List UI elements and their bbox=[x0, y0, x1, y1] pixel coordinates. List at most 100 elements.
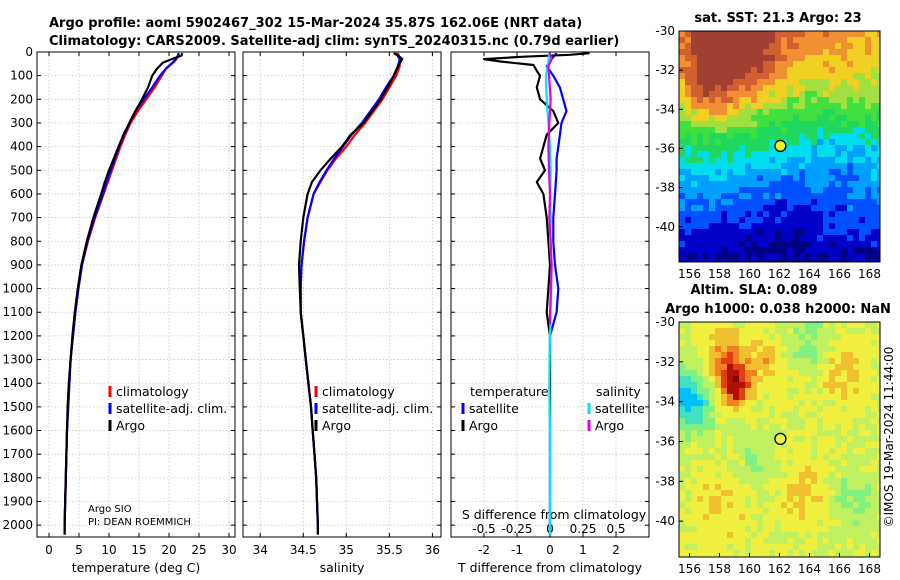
map-ytick-label: -32 bbox=[655, 63, 675, 77]
map-xtick-label: 160 bbox=[738, 267, 761, 281]
xtick-label: 35 bbox=[339, 543, 354, 557]
ytick-label: 900 bbox=[10, 258, 33, 272]
xtick2-label: -0.25 bbox=[501, 522, 532, 536]
xtick-label: 10 bbox=[101, 543, 116, 557]
ytick-label: 100 bbox=[10, 69, 33, 83]
ytick-label: 200 bbox=[10, 92, 33, 106]
legend-label: Argo bbox=[322, 418, 351, 433]
imos-timestamp: ©IMOS 19-Mar-2024 11:44:00 bbox=[882, 347, 896, 528]
legend-label: satellite-adj. clim. bbox=[322, 401, 433, 416]
legend-label: satellite-adj. clim. bbox=[116, 401, 227, 416]
xtick-label: -2 bbox=[478, 543, 490, 557]
ytick-label: 500 bbox=[10, 163, 33, 177]
xtick-label: 5 bbox=[75, 543, 83, 557]
map-ytick-label: -40 bbox=[655, 220, 675, 234]
xtick-label: 25 bbox=[191, 543, 206, 557]
ytick-label: 1600 bbox=[2, 424, 33, 438]
xtick-label: 15 bbox=[131, 543, 146, 557]
xtick2-label: -0.5 bbox=[472, 522, 495, 536]
map-xtick-label: 164 bbox=[798, 267, 821, 281]
map-xtick-label: 164 bbox=[798, 562, 821, 576]
map-cells bbox=[679, 322, 880, 557]
salinity-profile-panel: 34 34.5 35 35.5 36 salinity climatology satelli… bbox=[242, 51, 442, 575]
ytick-label: 400 bbox=[10, 140, 33, 154]
xtick-label: -1 bbox=[511, 543, 523, 557]
xtick-label: 1 bbox=[579, 543, 587, 557]
series-line-argo bbox=[297, 52, 404, 535]
legend-label: Argo bbox=[595, 418, 624, 433]
map-ytick-label: -40 bbox=[655, 514, 675, 528]
series-line-climatology bbox=[63, 53, 180, 535]
x-axis-label: T difference from climatology bbox=[457, 560, 643, 575]
legend-label: satellite bbox=[595, 401, 645, 416]
ytick-label: 1000 bbox=[2, 282, 33, 296]
ytick-label: 800 bbox=[10, 234, 33, 248]
map-ytick-label: -38 bbox=[655, 181, 675, 195]
map-ytick-label: -34 bbox=[655, 102, 675, 116]
series-line-salinity-argo bbox=[547, 52, 553, 325]
x-axis-label: salinity bbox=[320, 560, 365, 575]
x2-axis-label: S difference from climatology bbox=[462, 507, 647, 522]
x-axis-label: temperature (deg C) bbox=[72, 560, 201, 575]
legend-label: climatology bbox=[116, 384, 189, 399]
map-xtick-label: 168 bbox=[858, 267, 881, 281]
xtick2-label: 0.5 bbox=[606, 522, 625, 536]
xtick-label: 30 bbox=[221, 543, 236, 557]
legend-header: temperature bbox=[470, 384, 549, 399]
map-xtick-label: 162 bbox=[768, 267, 791, 281]
ytick-label: 1100 bbox=[2, 305, 33, 319]
ytick-label: 1400 bbox=[2, 376, 33, 390]
map-ytick-label: -30 bbox=[655, 315, 675, 329]
map-xtick-label: 156 bbox=[678, 562, 701, 576]
ytick-label: 1300 bbox=[2, 353, 33, 367]
map-xtick-label: 158 bbox=[708, 267, 731, 281]
sla-map-title-line2: Argo h1000: 0.038 h2000: NaN bbox=[665, 302, 891, 317]
legend-label: Argo bbox=[469, 418, 498, 433]
legend-header: salinity bbox=[596, 384, 641, 399]
map-ytick-label: -38 bbox=[655, 474, 675, 488]
ytick-label: 600 bbox=[10, 187, 33, 201]
xtick-label: 35.5 bbox=[376, 543, 403, 557]
map-ytick-label: -30 bbox=[655, 24, 675, 38]
ytick-label: 1700 bbox=[2, 447, 33, 461]
legend-label: satellite bbox=[469, 401, 519, 416]
xtick-label: 20 bbox=[161, 543, 176, 557]
xtick-label: 0 bbox=[45, 543, 53, 557]
map-xtick-label: 158 bbox=[708, 562, 731, 576]
map-ytick-label: -36 bbox=[655, 141, 675, 155]
sla-map-title: Altim. SLA: 0.089 bbox=[691, 283, 818, 298]
map-xtick-label: 166 bbox=[828, 267, 851, 281]
map-ytick-label: -36 bbox=[655, 434, 675, 448]
map-cells bbox=[679, 31, 880, 262]
temperature-profile-panel: 0100200300400500600700800900100011001200… bbox=[2, 45, 236, 575]
map-ytick-label: -34 bbox=[655, 395, 675, 409]
pi-info-line2: PI: DEAN ROEMMICH bbox=[88, 517, 191, 528]
plot-frame bbox=[36, 51, 236, 538]
legend-label: climatology bbox=[322, 384, 395, 399]
plot-frame bbox=[242, 51, 442, 538]
sst-map-title: sat. SST: 21.3 Argo: 23 bbox=[694, 11, 861, 26]
pi-info-line1: Argo SIO bbox=[88, 504, 132, 515]
map-xtick-label: 168 bbox=[858, 562, 881, 576]
legend-label: Argo bbox=[116, 418, 145, 433]
ytick-label: 700 bbox=[10, 211, 33, 225]
ytick-label: 0 bbox=[25, 45, 33, 59]
ytick-label: 1200 bbox=[2, 329, 33, 343]
sla-map-panel: 156 158 160 162 164 166 168 -30 -32 -34 -36 -38 -40 bbox=[655, 315, 881, 576]
map-xtick-label: 162 bbox=[768, 562, 791, 576]
xtick-label: 34 bbox=[253, 543, 268, 557]
xtick-label: 2 bbox=[612, 543, 620, 557]
ytick-label: 1500 bbox=[2, 400, 33, 414]
series-line-temperature-argo bbox=[482, 52, 590, 535]
ytick-label: 1900 bbox=[2, 495, 33, 509]
figure-title-line1: Argo profile: aoml 5902467_302 15-Mar-20… bbox=[49, 16, 582, 31]
xtick-label: 34.5 bbox=[290, 543, 317, 557]
series-line-satellite-adj-clim- bbox=[63, 52, 181, 535]
xtick-label: 36 bbox=[425, 543, 440, 557]
map-xtick-label: 160 bbox=[738, 562, 761, 576]
argo-float-marker bbox=[774, 432, 787, 446]
ytick-label: 300 bbox=[10, 116, 33, 130]
ytick-label: 1800 bbox=[2, 471, 33, 485]
argo-float-marker bbox=[774, 139, 787, 153]
